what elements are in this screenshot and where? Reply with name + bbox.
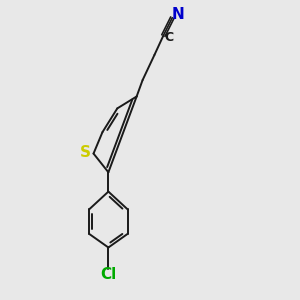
Text: Cl: Cl (100, 267, 116, 282)
Text: S: S (80, 146, 91, 160)
Text: C: C (164, 32, 173, 44)
Text: N: N (171, 7, 184, 22)
